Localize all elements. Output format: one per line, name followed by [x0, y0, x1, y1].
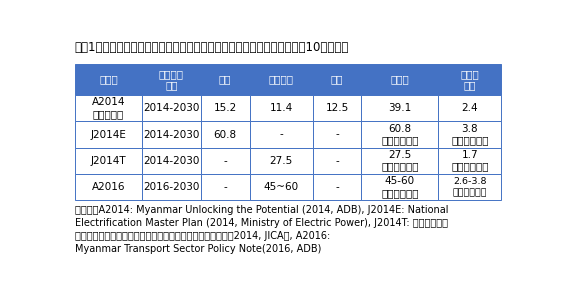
Text: 1.7
（交通のみ）: 1.7 （交通のみ） — [451, 150, 489, 172]
Bar — [201, 121, 250, 148]
Text: -: - — [335, 182, 339, 192]
Bar — [75, 64, 142, 95]
Text: 運輸交通: 運輸交通 — [269, 75, 293, 85]
Bar — [312, 121, 361, 148]
Text: 15.2: 15.2 — [214, 103, 237, 113]
Text: 45~60: 45~60 — [264, 182, 298, 192]
Text: 図表1：主要文献に見られるミャンマーのインフラ投資需要予測の比較（10億ドル）: 図表1：主要文献に見られるミャンマーのインフラ投資需要予測の比較（10億ドル） — [75, 41, 349, 54]
Bar — [438, 121, 501, 148]
Text: -: - — [223, 182, 227, 192]
Text: 3.8
（電力のみ）: 3.8 （電力のみ） — [451, 124, 489, 145]
Bar — [312, 95, 361, 121]
Text: 27.5
（交通のみ）: 27.5 （交通のみ） — [381, 150, 419, 172]
Text: 2014-2030: 2014-2030 — [143, 103, 200, 113]
Text: J2014E: J2014E — [90, 129, 126, 140]
Text: 60.8: 60.8 — [214, 129, 237, 140]
Text: 2014-2030: 2014-2030 — [143, 156, 200, 166]
Text: 27.5: 27.5 — [269, 156, 293, 166]
Text: -: - — [279, 129, 283, 140]
Text: 電力: 電力 — [219, 75, 232, 85]
Bar — [361, 174, 438, 200]
Text: 総需要: 総需要 — [391, 75, 409, 85]
Bar — [312, 64, 361, 95]
Bar — [438, 95, 501, 121]
Text: 2.6-3.8
（交通のみ）: 2.6-3.8 （交通のみ） — [453, 177, 487, 197]
Text: 2016-2030: 2016-2030 — [143, 182, 200, 192]
Bar — [75, 95, 142, 121]
Bar — [75, 121, 142, 148]
Text: -: - — [335, 156, 339, 166]
Bar — [142, 148, 201, 174]
Text: A2014
低成長予測: A2014 低成長予測 — [92, 97, 125, 119]
Text: 45-60
（交通のみ）: 45-60 （交通のみ） — [381, 176, 419, 198]
Text: 2014-2030: 2014-2030 — [143, 129, 200, 140]
Bar — [312, 174, 361, 200]
Text: 12.5: 12.5 — [325, 103, 348, 113]
Bar — [250, 121, 312, 148]
Text: 試算対象
期間: 試算対象 期間 — [159, 69, 184, 91]
Text: 39.1: 39.1 — [388, 103, 411, 113]
Bar — [361, 64, 438, 95]
Bar — [201, 95, 250, 121]
Bar — [250, 64, 312, 95]
Text: 年平均
需要: 年平均 需要 — [461, 69, 479, 91]
Bar — [361, 148, 438, 174]
Bar — [142, 121, 201, 148]
Text: 2.4: 2.4 — [461, 103, 478, 113]
Text: （出所）A2014: Myanmar Unlocking the Potential (2014, ADB), J2014E: National
Electri: （出所）A2014: Myanmar Unlocking the Potenti… — [75, 205, 448, 255]
Bar — [75, 174, 142, 200]
Bar — [250, 174, 312, 200]
Bar — [438, 64, 501, 95]
Text: -: - — [335, 129, 339, 140]
Text: A2016: A2016 — [92, 182, 125, 192]
Bar — [201, 174, 250, 200]
Bar — [250, 95, 312, 121]
Bar — [201, 148, 250, 174]
Text: 文献名: 文献名 — [99, 75, 118, 85]
Bar — [438, 148, 501, 174]
Bar — [201, 64, 250, 95]
Text: 11.4: 11.4 — [269, 103, 293, 113]
Bar — [142, 174, 201, 200]
Bar — [438, 174, 501, 200]
Text: J2014T: J2014T — [90, 156, 126, 166]
Bar — [142, 64, 201, 95]
Text: -: - — [223, 156, 227, 166]
Bar — [361, 95, 438, 121]
Bar — [361, 121, 438, 148]
Bar — [312, 148, 361, 174]
Bar — [250, 148, 312, 174]
Text: 60.8
（電力のみ）: 60.8 （電力のみ） — [381, 124, 419, 145]
Bar — [75, 148, 142, 174]
Text: 通信: 通信 — [331, 75, 343, 85]
Bar — [142, 95, 201, 121]
